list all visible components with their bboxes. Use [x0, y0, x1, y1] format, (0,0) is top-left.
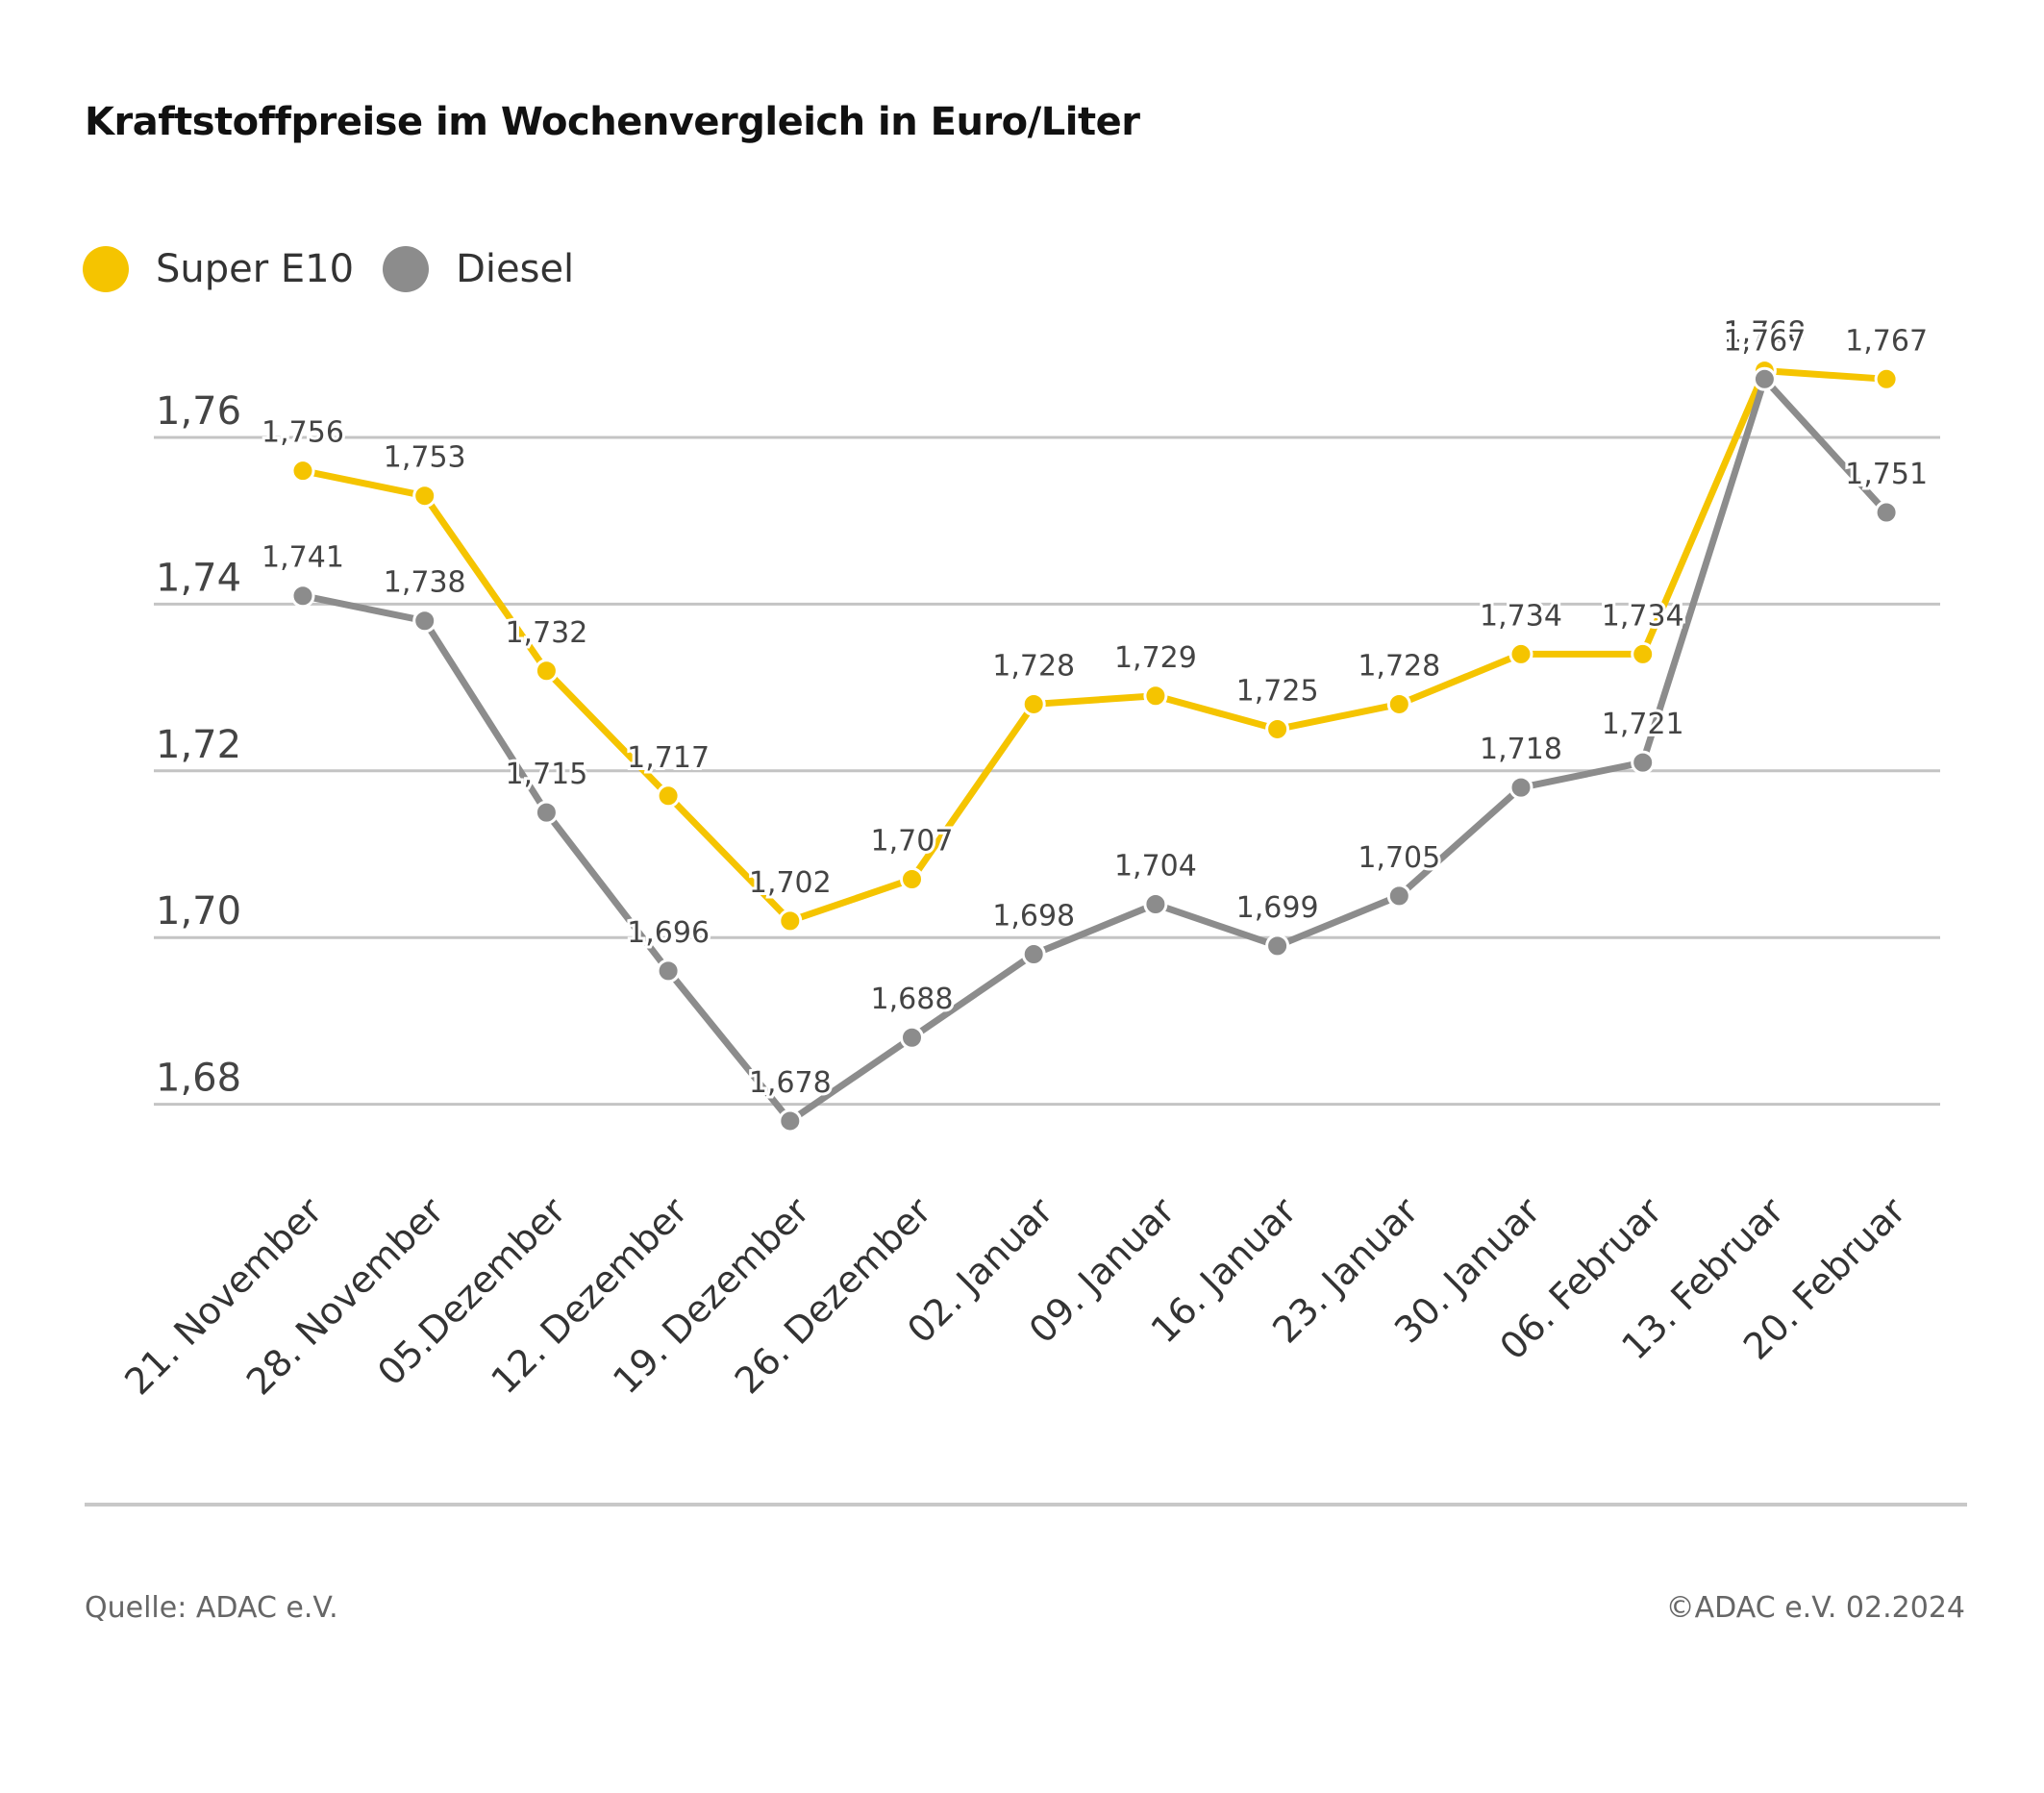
data-point-diesel [1265, 934, 1290, 959]
data-point-super-e10 [1386, 691, 1411, 716]
data-point-super-e10 [1143, 684, 1168, 709]
legend-item-super-e10: Super E10 [83, 246, 354, 292]
data-point-diesel [412, 609, 437, 634]
data-point-super-e10 [290, 459, 315, 484]
data-label-diesel: 1,767 [1723, 324, 1806, 358]
data-label-diesel: 1,718 [1480, 733, 1562, 766]
data-label-super-e10: 1,725 [1236, 674, 1319, 708]
legend-marker-diesel [383, 246, 430, 292]
data-point-super-e10 [1874, 366, 1899, 391]
data-point-diesel [534, 800, 559, 825]
data-label-super-e10: 1,767 [1845, 324, 1928, 358]
data-point-super-e10 [1631, 641, 1656, 666]
data-point-diesel [1021, 942, 1046, 967]
legend-label-super-e10: Super E10 [156, 247, 355, 291]
data-label-super-e10: 1,753 [384, 441, 466, 475]
data-label-super-e10: 1,768 [1723, 316, 1806, 350]
y-tick-label: 1,70 [156, 889, 241, 934]
data-point-diesel [1143, 892, 1168, 917]
y-tick-label: 1,68 [156, 1057, 241, 1101]
data-label-super-e10: 1,734 [1480, 599, 1562, 633]
data-label-diesel: 1,721 [1602, 708, 1684, 741]
data-point-super-e10 [534, 659, 559, 684]
data-label-diesel: 1,696 [627, 916, 710, 950]
data-label-diesel: 1,751 [1845, 458, 1928, 491]
data-point-diesel [778, 1108, 803, 1133]
series-line-super-e10 [299, 367, 1890, 925]
data-point-diesel [290, 584, 315, 609]
data-point-diesel [1874, 500, 1899, 525]
footer-divider [85, 1503, 1967, 1507]
data-label-super-e10: 1,717 [627, 741, 710, 775]
data-label-diesel: 1,704 [1114, 850, 1197, 884]
data-label-diesel: 1,699 [1236, 891, 1319, 925]
data-point-diesel [900, 1025, 924, 1050]
y-tick-label: 1,72 [156, 723, 241, 767]
source-note: Quelle: ADAC e.V. [85, 1591, 338, 1625]
series-line-diesel [299, 375, 1890, 1125]
legend-item-diesel: Diesel [383, 246, 574, 292]
legend: Super E10 Diesel [83, 246, 603, 292]
data-label-super-e10: 1,734 [1602, 599, 1684, 633]
legend-label-diesel: Diesel [456, 247, 575, 291]
data-point-super-e10 [1508, 641, 1533, 666]
data-label-diesel: 1,688 [871, 983, 954, 1016]
data-point-super-e10 [778, 909, 803, 934]
data-label-super-e10: 1,732 [505, 616, 587, 650]
data-label-diesel: 1,741 [262, 541, 344, 575]
data-label-diesel: 1,678 [749, 1066, 832, 1100]
y-tick-label: 1,76 [156, 389, 241, 434]
data-label-diesel: 1,705 [1358, 841, 1440, 875]
copyright-note: ©ADAC e.V. 02.2024 [1665, 1591, 1965, 1625]
data-point-diesel [1386, 884, 1411, 909]
data-point-super-e10 [656, 784, 681, 809]
data-point-diesel [656, 959, 681, 984]
data-point-super-e10 [900, 867, 924, 892]
data-point-super-e10 [1265, 716, 1290, 741]
legend-marker-super-e10 [83, 246, 129, 292]
data-label-super-e10: 1,728 [992, 649, 1075, 683]
data-point-super-e10 [1021, 691, 1046, 716]
data-point-diesel [1752, 366, 1777, 391]
data-label-super-e10: 1,756 [262, 416, 344, 450]
chart-title: Kraftstoffpreise im Wochenvergleich in E… [85, 100, 1140, 144]
data-point-diesel [1508, 775, 1533, 800]
data-label-diesel: 1,738 [384, 566, 466, 600]
data-label-super-e10: 1,702 [749, 866, 832, 900]
y-tick-label: 1,74 [156, 556, 241, 600]
data-label-diesel: 1,698 [992, 900, 1075, 934]
data-label-diesel: 1,715 [505, 758, 587, 791]
data-point-super-e10 [412, 484, 437, 509]
data-label-super-e10: 1,707 [871, 825, 954, 859]
data-label-super-e10: 1,728 [1358, 649, 1440, 683]
data-label-super-e10: 1,729 [1114, 641, 1197, 675]
data-point-diesel [1631, 750, 1656, 775]
